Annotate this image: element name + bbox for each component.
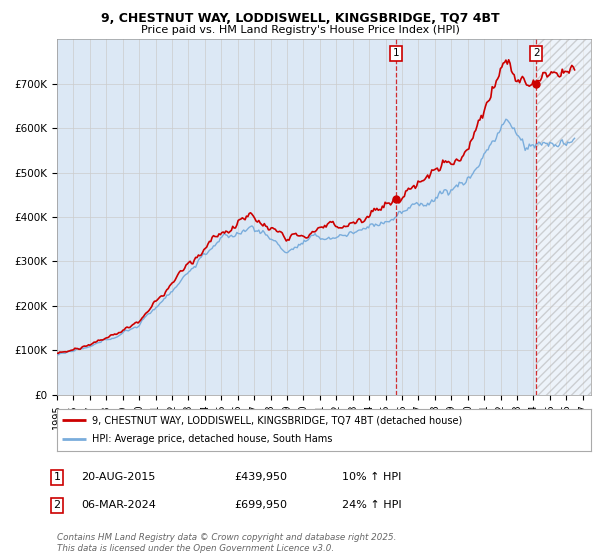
Text: 2: 2 <box>533 48 539 58</box>
Text: 2: 2 <box>53 500 61 510</box>
Text: £699,950: £699,950 <box>234 500 287 510</box>
Text: Price paid vs. HM Land Registry's House Price Index (HPI): Price paid vs. HM Land Registry's House … <box>140 25 460 35</box>
Text: 9, CHESTNUT WAY, LODDISWELL, KINGSBRIDGE, TQ7 4BT (detached house): 9, CHESTNUT WAY, LODDISWELL, KINGSBRIDGE… <box>92 415 462 425</box>
Text: £439,950: £439,950 <box>234 472 287 482</box>
Text: 20-AUG-2015: 20-AUG-2015 <box>81 472 155 482</box>
Text: 1: 1 <box>393 48 400 58</box>
Text: 1: 1 <box>53 472 61 482</box>
Text: Contains HM Land Registry data © Crown copyright and database right 2025.
This d: Contains HM Land Registry data © Crown c… <box>57 533 397 553</box>
Bar <box>536 39 591 395</box>
Text: 10% ↑ HPI: 10% ↑ HPI <box>342 472 401 482</box>
Text: 24% ↑ HPI: 24% ↑ HPI <box>342 500 401 510</box>
Bar <box>536 39 591 395</box>
Text: 06-MAR-2024: 06-MAR-2024 <box>81 500 156 510</box>
Text: HPI: Average price, detached house, South Hams: HPI: Average price, detached house, Sout… <box>92 435 332 445</box>
Text: 9, CHESTNUT WAY, LODDISWELL, KINGSBRIDGE, TQ7 4BT: 9, CHESTNUT WAY, LODDISWELL, KINGSBRIDGE… <box>101 12 499 25</box>
